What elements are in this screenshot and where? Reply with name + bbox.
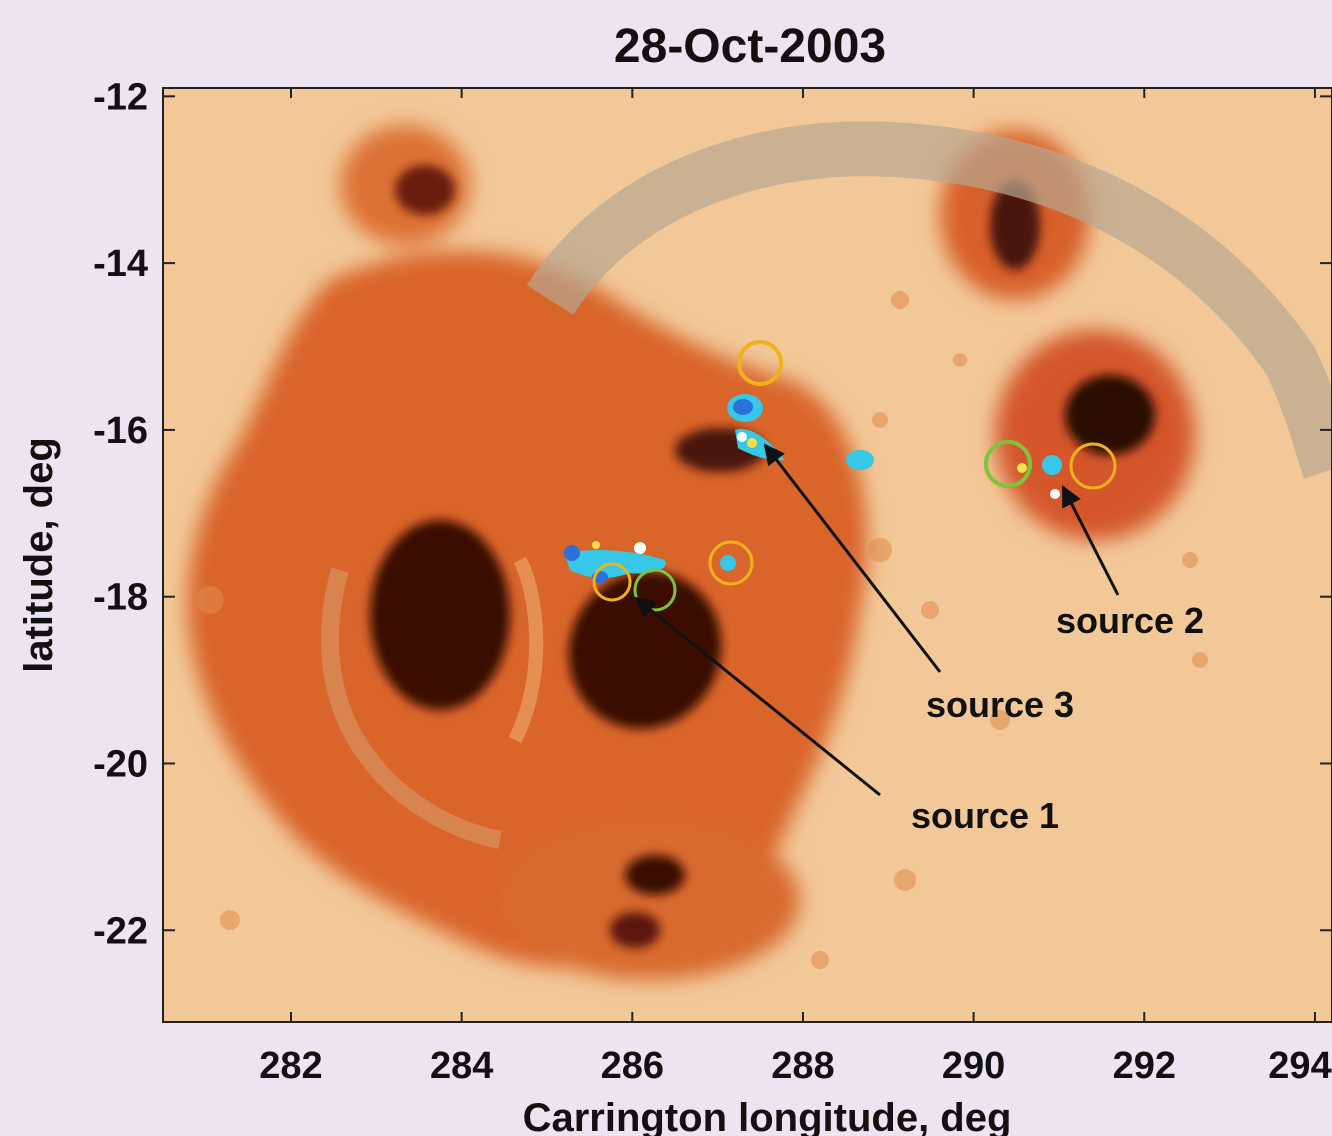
label-source-1: source 1 — [911, 795, 1059, 836]
arrow-source-3 — [763, 443, 942, 673]
umbra-topleft — [395, 165, 455, 215]
umbra-left — [370, 520, 510, 710]
x-axis-label: Carrington longitude, deg — [523, 1096, 1012, 1136]
y-axis: -12 -14 -16 -18 -20 -22 — [93, 76, 1332, 952]
light-bridge — [508, 556, 544, 744]
penumbra-bottom-lobe — [500, 820, 800, 980]
umbra-top-right — [990, 180, 1040, 270]
x-tick-label: 294 — [1268, 1045, 1331, 1087]
yellow-dot-3 — [1017, 463, 1027, 473]
arc-artifact-top — [526, 121, 1332, 479]
white-dot-1 — [737, 432, 747, 442]
umbra-bottom-small — [610, 912, 660, 948]
contour-cyan-2 — [846, 450, 874, 470]
sunspot-image — [163, 88, 1332, 1022]
white-dot-2 — [634, 542, 646, 554]
y-tick-label: -12 — [93, 76, 148, 118]
x-tick-label: 286 — [601, 1045, 664, 1087]
contour-blue-2 — [564, 545, 580, 561]
umbra-bottom — [625, 855, 685, 895]
y-tick-label: -22 — [93, 910, 148, 952]
contour-blue-1 — [733, 399, 753, 415]
circle-yellow-3 — [592, 562, 632, 602]
annotation-arrows — [634, 443, 1120, 797]
arrow-source-2 — [1061, 485, 1120, 596]
y-tick-label: -18 — [93, 577, 148, 619]
x-tick-label: 290 — [942, 1045, 1005, 1087]
contour-cyan-3 — [1042, 455, 1062, 475]
circle-yellow-4 — [1069, 442, 1117, 490]
granulation — [196, 291, 1208, 969]
y-tick-label: -16 — [93, 410, 148, 452]
x-tick-label: 282 — [259, 1045, 322, 1087]
arc-artifact-left — [321, 567, 502, 849]
x-tick-label: 284 — [430, 1045, 493, 1087]
contour-cyan-4 — [720, 555, 736, 571]
circle-yellow-1 — [737, 340, 783, 386]
x-tick-label: 288 — [771, 1045, 834, 1087]
y-tick-label: -14 — [93, 243, 148, 285]
yellow-dot-2 — [592, 541, 600, 549]
umbra-center — [568, 571, 722, 729]
y-axis-label: latitude, deg — [17, 437, 61, 673]
yellow-dot-1 — [747, 438, 757, 448]
label-source-2: source 2 — [1056, 600, 1204, 641]
circle-yellow-2 — [708, 540, 754, 586]
x-axis: 282 284 286 288 290 292 294 — [259, 88, 1332, 1087]
white-dot-3 — [1050, 489, 1060, 499]
plot-frame — [162, 87, 1332, 1023]
umbra-right — [1065, 375, 1155, 455]
y-tick-label: -20 — [93, 743, 148, 785]
label-source-3: source 3 — [926, 684, 1074, 725]
arrow-source-1 — [634, 596, 881, 797]
x-tick-label: 292 — [1113, 1045, 1176, 1087]
circle-green-2 — [984, 440, 1032, 488]
figure-title: 28-Oct-2003 — [614, 20, 886, 73]
